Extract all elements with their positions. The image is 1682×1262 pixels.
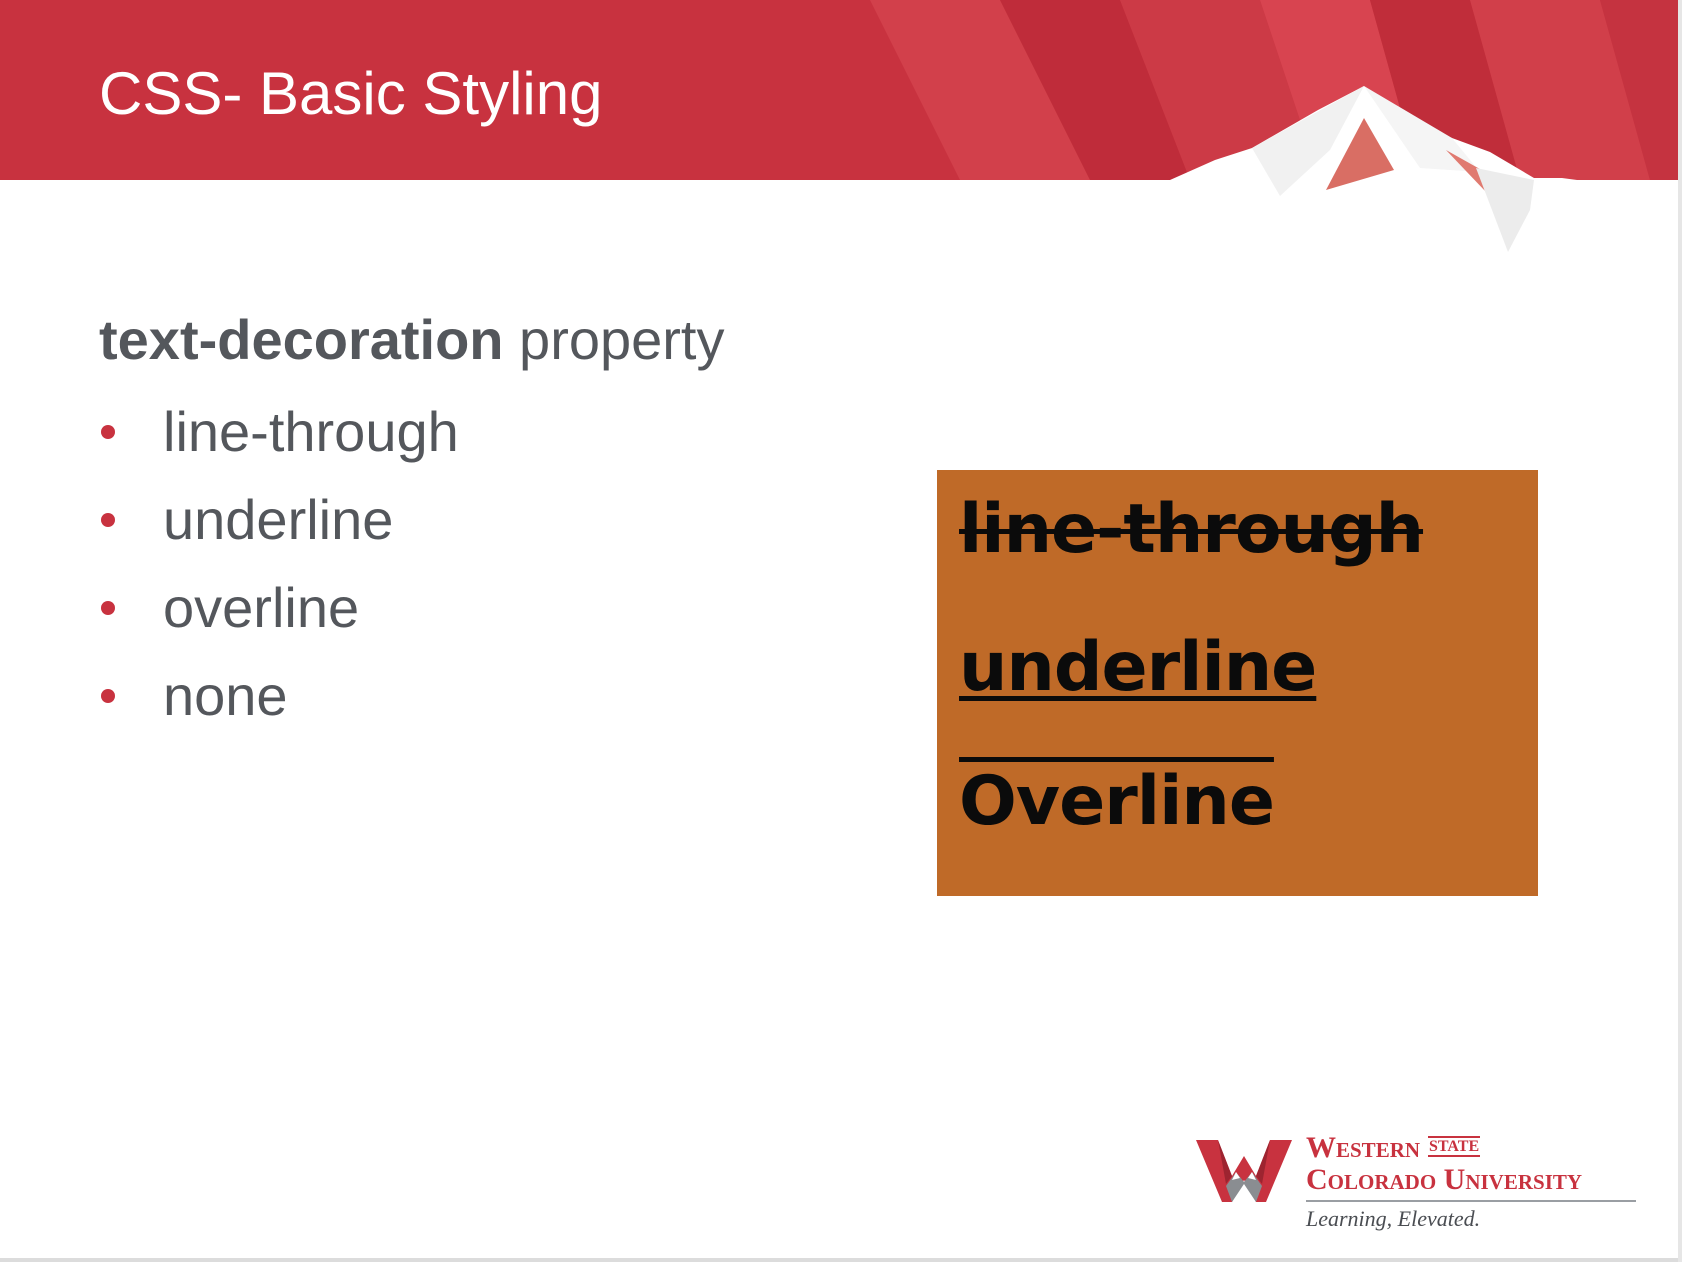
slide-right-border <box>1678 0 1682 1262</box>
bullet-item-underline: underline <box>99 476 919 564</box>
bullet-text: underline <box>163 488 394 551</box>
slide-bottom-border <box>0 1258 1682 1262</box>
w-mountain-logo-icon <box>1196 1140 1292 1202</box>
slide-title: CSS- Basic Styling <box>99 60 603 127</box>
text-decoration-example-image: line-through underline Overline <box>937 470 1538 896</box>
property-heading: text-decoration property <box>99 300 919 380</box>
property-name: text-decoration <box>99 308 504 371</box>
example-underline: underline <box>959 628 1317 707</box>
bullet-list: line-through underline overline none <box>99 388 919 740</box>
bullet-dot-icon <box>101 601 115 615</box>
bullet-text: line-through <box>163 400 459 463</box>
bullet-text: none <box>163 664 288 727</box>
logo-wordmark: Western STATE Colorado University Learnin… <box>1306 1132 1636 1236</box>
bullet-text: overline <box>163 576 360 639</box>
bullet-dot-icon <box>101 425 115 439</box>
example-line-through: line-through <box>959 490 1424 569</box>
bullet-item-overline: overline <box>99 564 919 652</box>
property-suffix: property <box>503 308 725 371</box>
header-banner <box>0 0 1682 260</box>
bullet-dot-icon <box>101 689 115 703</box>
university-logo: Western STATE Colorado University Learnin… <box>1196 1132 1636 1232</box>
bullet-item-line-through: line-through <box>99 388 919 476</box>
example-overline: Overline <box>959 762 1275 841</box>
logo-tagline: Learning, Elevated. <box>1306 1206 1481 1231</box>
bullet-item-none: none <box>99 652 919 740</box>
bullet-dot-icon <box>101 513 115 527</box>
logo-name-line1: Western <box>1306 1131 1421 1164</box>
slide-body: text-decoration property line-through un… <box>99 300 919 740</box>
logo-state: STATE <box>1428 1136 1481 1157</box>
logo-name-line2: Colorado University <box>1306 1164 1636 1202</box>
